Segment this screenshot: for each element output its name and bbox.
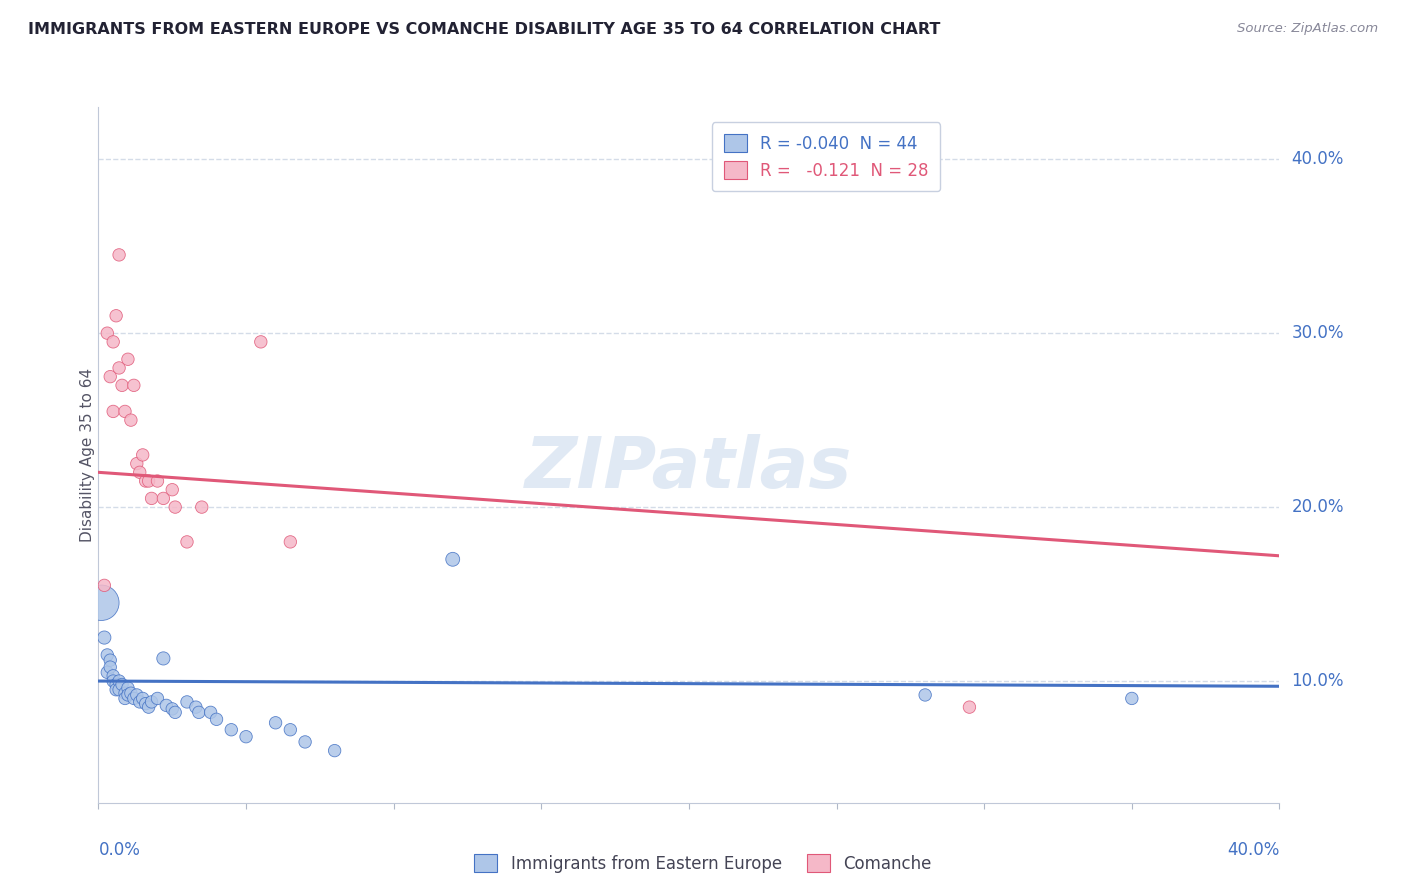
Point [105,682,128,697]
Point [128,466,150,480]
Point [135,697,157,711]
Point [278,723,302,737]
Legend: R = -0.040  N = 44, R =   -0.121  N = 28: R = -0.040 N = 44, R = -0.121 N = 28 [711,122,941,191]
Point [117,681,139,695]
Point [125,688,148,702]
Point [235,730,257,744]
Point [959,700,981,714]
Point [108,248,131,262]
Point [128,695,150,709]
Text: 40.0%: 40.0% [1291,150,1344,169]
Point [96,665,118,680]
Point [98,369,121,384]
Text: 10.0%: 10.0% [1291,672,1344,690]
Point [146,474,169,488]
Point [219,723,242,737]
Text: Source: ZipAtlas.com: Source: ZipAtlas.com [1237,22,1378,36]
Point [278,534,302,549]
Text: IMMIGRANTS FROM EASTERN EUROPE VS COMANCHE DISABILITY AGE 35 TO 64 CORRELATION C: IMMIGRANTS FROM EASTERN EUROPE VS COMANC… [28,22,941,37]
Point [152,651,174,665]
Point [264,715,287,730]
Point [141,695,163,709]
Point [117,688,139,702]
Legend: Immigrants from Eastern Europe, Comanche: Immigrants from Eastern Europe, Comanche [467,847,939,880]
Point [103,404,125,418]
Point [98,660,121,674]
Point [132,448,155,462]
Text: ZIPatlas: ZIPatlas [526,434,852,503]
Point [205,712,228,726]
Point [105,309,128,323]
Point [1121,691,1143,706]
Y-axis label: Disability Age 35 to 64: Disability Age 35 to 64 [80,368,94,542]
Point [191,500,214,514]
Point [165,500,187,514]
Point [114,404,136,418]
Point [138,700,160,714]
Point [122,691,145,706]
Point [108,360,131,375]
Point [132,691,155,706]
Point [141,491,163,506]
Point [96,326,118,340]
Text: 20.0%: 20.0% [1291,498,1344,516]
Point [184,700,207,714]
Point [152,491,174,506]
Point [146,691,169,706]
Point [155,698,177,713]
Text: 0.0%: 0.0% [98,841,141,859]
Text: 30.0%: 30.0% [1291,324,1344,343]
Point [114,691,136,706]
Point [96,648,118,662]
Point [114,686,136,700]
Point [98,653,121,667]
Point [294,735,316,749]
Point [93,578,115,592]
Point [187,706,209,720]
Point [138,474,160,488]
Point [108,682,131,697]
Point [250,334,273,349]
Point [176,695,198,709]
Point [105,677,128,691]
Point [323,744,346,758]
Point [135,474,157,488]
Point [125,457,148,471]
Point [914,688,936,702]
Point [162,483,183,497]
Point [176,534,198,549]
Point [111,677,134,691]
Point [165,706,187,720]
Point [200,706,222,720]
Point [93,631,115,645]
Point [162,702,183,716]
Point [441,552,464,566]
Point [117,352,139,367]
Point [90,596,112,610]
Text: 40.0%: 40.0% [1227,841,1279,859]
Point [108,674,131,689]
Point [122,378,145,392]
Point [103,669,125,683]
Point [111,378,134,392]
Point [120,686,142,700]
Point [103,334,125,349]
Point [120,413,142,427]
Point [103,674,125,689]
